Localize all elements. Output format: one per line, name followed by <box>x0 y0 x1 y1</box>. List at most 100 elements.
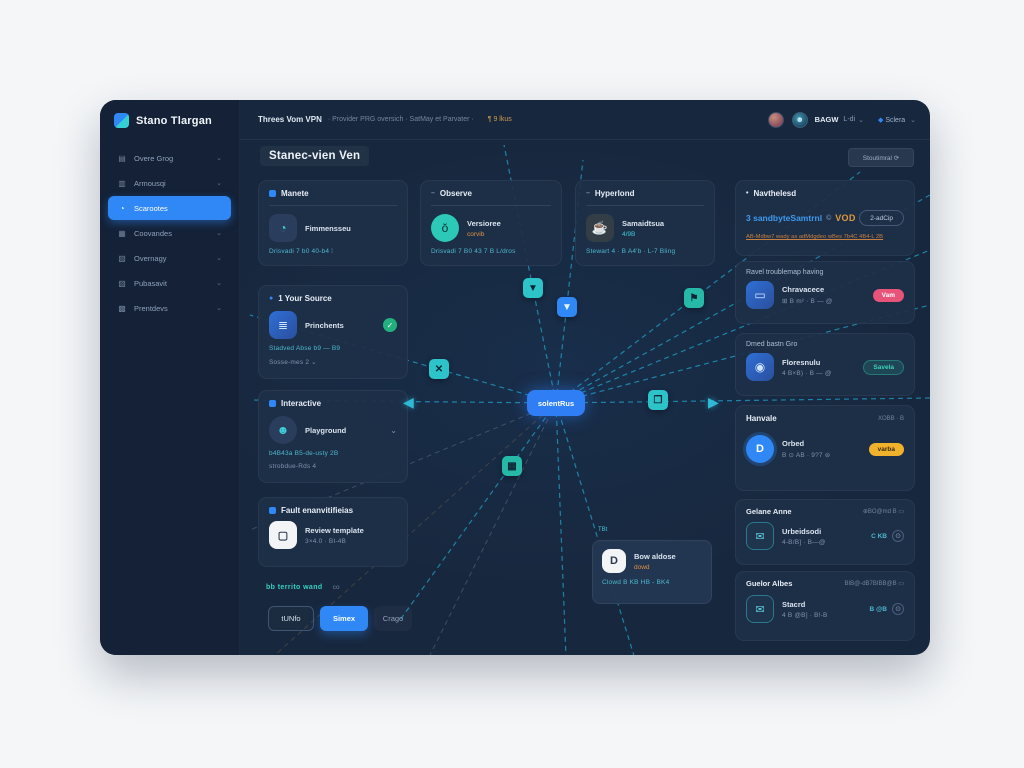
drive-icon: D <box>746 435 774 463</box>
layers-icon: ▦ <box>118 228 126 238</box>
file-icon[interactable]: ❒ <box>648 390 668 410</box>
footer-link[interactable]: bb territo wand <box>266 584 323 591</box>
mail-icon: ✉ <box>746 522 774 550</box>
card-label: Samaidtsua <box>622 218 665 228</box>
mail-icon: ✉ <box>746 595 774 623</box>
dash-icon: – <box>586 190 590 197</box>
diamond-icon: ◆ <box>877 116 884 124</box>
funnel-icon[interactable]: ▼ <box>523 278 543 298</box>
sidebar-item-label: Prentdevs <box>134 303 168 313</box>
card-stat: strobdue-Rds 4 <box>269 463 317 470</box>
card-meta: XOBB · B <box>877 415 904 422</box>
sidebar-item-7[interactable]: ▩ Prentdevs ⌄ <box>108 296 231 320</box>
size-value: C KB <box>871 532 887 540</box>
chevron-down-icon: ⌄ <box>910 116 916 124</box>
arrow-left-icon[interactable]: ◀ <box>403 394 414 410</box>
sidebar-item-4[interactable]: ▦ Coovandes ⌄ <box>108 221 231 245</box>
close-node-icon[interactable]: ✕ <box>429 359 449 379</box>
scheduler-node[interactable]: solentRus <box>527 390 585 416</box>
lamp-icon: ☕ <box>586 214 614 242</box>
card-title: Guelor Albes <box>746 579 793 588</box>
card-title: Hyperlond <box>594 189 635 198</box>
sidebar-item-3-active[interactable]: ◔ Scarootes <box>108 196 231 220</box>
card-stat: Sosse-mes 2 ⌄ <box>269 359 317 366</box>
breadcrumb: Threes Vom VPN <box>258 115 322 124</box>
node-tooltip-card: D Bow aldose dowd Clowd B KB HB - BK4 <box>592 540 712 604</box>
page-action-button[interactable]: Stoutimral ⟳ <box>848 148 914 167</box>
avatar[interactable]: ☻ <box>791 111 808 128</box>
card-interactive: Interactive ☻ Playground ⌄ b4B43a B5-de-… <box>258 390 408 483</box>
sidebar-item-label: Overnagy <box>134 253 167 263</box>
chevron-down-icon: ⌄ <box>216 255 222 262</box>
summary-text: 3 sandbyteSamtrnl <box>746 213 823 223</box>
card-sub: 4/9B <box>622 230 636 238</box>
dot-icon: • <box>746 190 749 197</box>
sidebar-item-label: Overe Grog <box>134 153 174 163</box>
card-meta: ⊕BO@md B ▭ <box>862 509 904 515</box>
card-title: 1 Your Source <box>278 294 332 303</box>
page-title: Stanec-vien Ven <box>260 146 370 166</box>
status-badge: Savela <box>863 359 904 375</box>
card-label: Urbeidsodi <box>782 526 822 536</box>
sidebar-item-2[interactable]: ▥ Armousqi ⌄ <box>108 171 231 195</box>
card-gelane: Gelane Anne ⊕BO@md B ▭ ✉ Urbeidsodi 4-B/… <box>735 499 915 565</box>
card-label: Floresnulu <box>782 357 821 367</box>
clock-icon: ◔ <box>269 214 297 242</box>
card-ravel: Ravel troublemap having ▭ Chravacece ⊞ B… <box>735 261 915 324</box>
chart-icon: ▥ <box>118 178 126 188</box>
action-pill-button[interactable]: 2-adCip <box>859 210 904 226</box>
breadcrumb-path: · Provider PRG oversich · SatMay et Parv… <box>327 116 474 123</box>
card-title: Manete <box>281 189 309 198</box>
dot-icon: ● <box>269 295 274 302</box>
sidebar-item-5[interactable]: ▧ Overnagy ⌄ <box>108 246 231 270</box>
bullet-icon <box>269 190 276 197</box>
ghost-button[interactable]: Crago <box>374 606 412 631</box>
funnel-icon[interactable]: ▼ <box>557 297 577 317</box>
graph-mini-label: TBt <box>598 527 608 533</box>
card-label: Fimmensseu <box>305 223 351 233</box>
user-icon: ☻ <box>269 416 297 444</box>
fine-print-link[interactable]: AB-Mdbw7 wady as adMdgdeo wBes 7b4C 4B4-… <box>746 234 884 240</box>
tooltip-sub: dowd <box>634 563 650 571</box>
avatar[interactable] <box>767 111 784 128</box>
card-title: Observe <box>439 189 472 198</box>
link-side-text: co <box>332 584 340 591</box>
sidebar-item-1[interactable]: ▤ Overe Grog ⌄ <box>108 146 231 170</box>
target-icon[interactable]: ⊙ <box>892 530 904 542</box>
card-stat: 4 B×B) · B — @ <box>782 369 832 377</box>
arrow-right-icon[interactable]: ▶ <box>708 394 719 410</box>
card-stat: B ⊙ AB · 9?7 ⊜ <box>782 452 831 459</box>
target-icon[interactable]: ⊙ <box>892 603 904 615</box>
chevron-down-icon[interactable]: ⌄ <box>390 425 397 435</box>
bullet-icon <box>269 507 276 514</box>
calendar-icon: ▧ <box>118 253 126 263</box>
sidebar-item-label: Armousqi <box>134 178 166 188</box>
card-sub: corvib <box>467 230 485 238</box>
app-window: Stano Tlargan ▤ Overe Grog ⌄ ▥ Armousqi … <box>100 100 930 655</box>
card-stat: ⊞ B m² · B — @ <box>782 298 833 305</box>
tooltip-title: Bow aldose <box>634 551 676 561</box>
grid-icon: ▤ <box>118 153 126 163</box>
chevron-down-icon[interactable]: ⌄ <box>858 116 864 124</box>
card-title: Hanvale <box>746 414 777 423</box>
sidebar-item-6[interactable]: ▨ Pubasavit ⌄ <box>108 271 231 295</box>
printer-icon[interactable]: ▦ <box>502 456 522 476</box>
environment-selector[interactable]: ◆ Sclera ⌄ <box>878 116 916 124</box>
sidebar-item-label: Coovandes <box>134 228 172 238</box>
card-meta: BIB@-dB7BIBB@B ▭ <box>844 581 904 587</box>
card-stat: 4-B/B] · B—@ <box>782 538 826 546</box>
primary-button[interactable]: Simex <box>320 606 368 631</box>
card-observe: – Observe ŏ Versioree corvib Drisvadi 7 … <box>420 180 562 266</box>
size-value: B @B <box>869 605 887 613</box>
card-title: Fault enanvitifieias <box>281 506 354 515</box>
sidebar-item-label: Scarootes <box>134 203 168 213</box>
app-icon: ▭ <box>746 281 774 309</box>
card-stat: Stewart 4 · B A4'b · L-7 Bling <box>586 248 676 255</box>
card-stat: 4 B @B] · B!-B <box>782 611 828 619</box>
status-badge: varba <box>868 442 904 456</box>
card-label: Versioree <box>467 218 501 228</box>
logo-mark-icon <box>114 113 129 128</box>
tag-icon[interactable]: ⚑ <box>684 288 704 308</box>
user-name: BAGW <box>814 115 839 124</box>
secondary-button[interactable]: tUNfo <box>268 606 314 631</box>
